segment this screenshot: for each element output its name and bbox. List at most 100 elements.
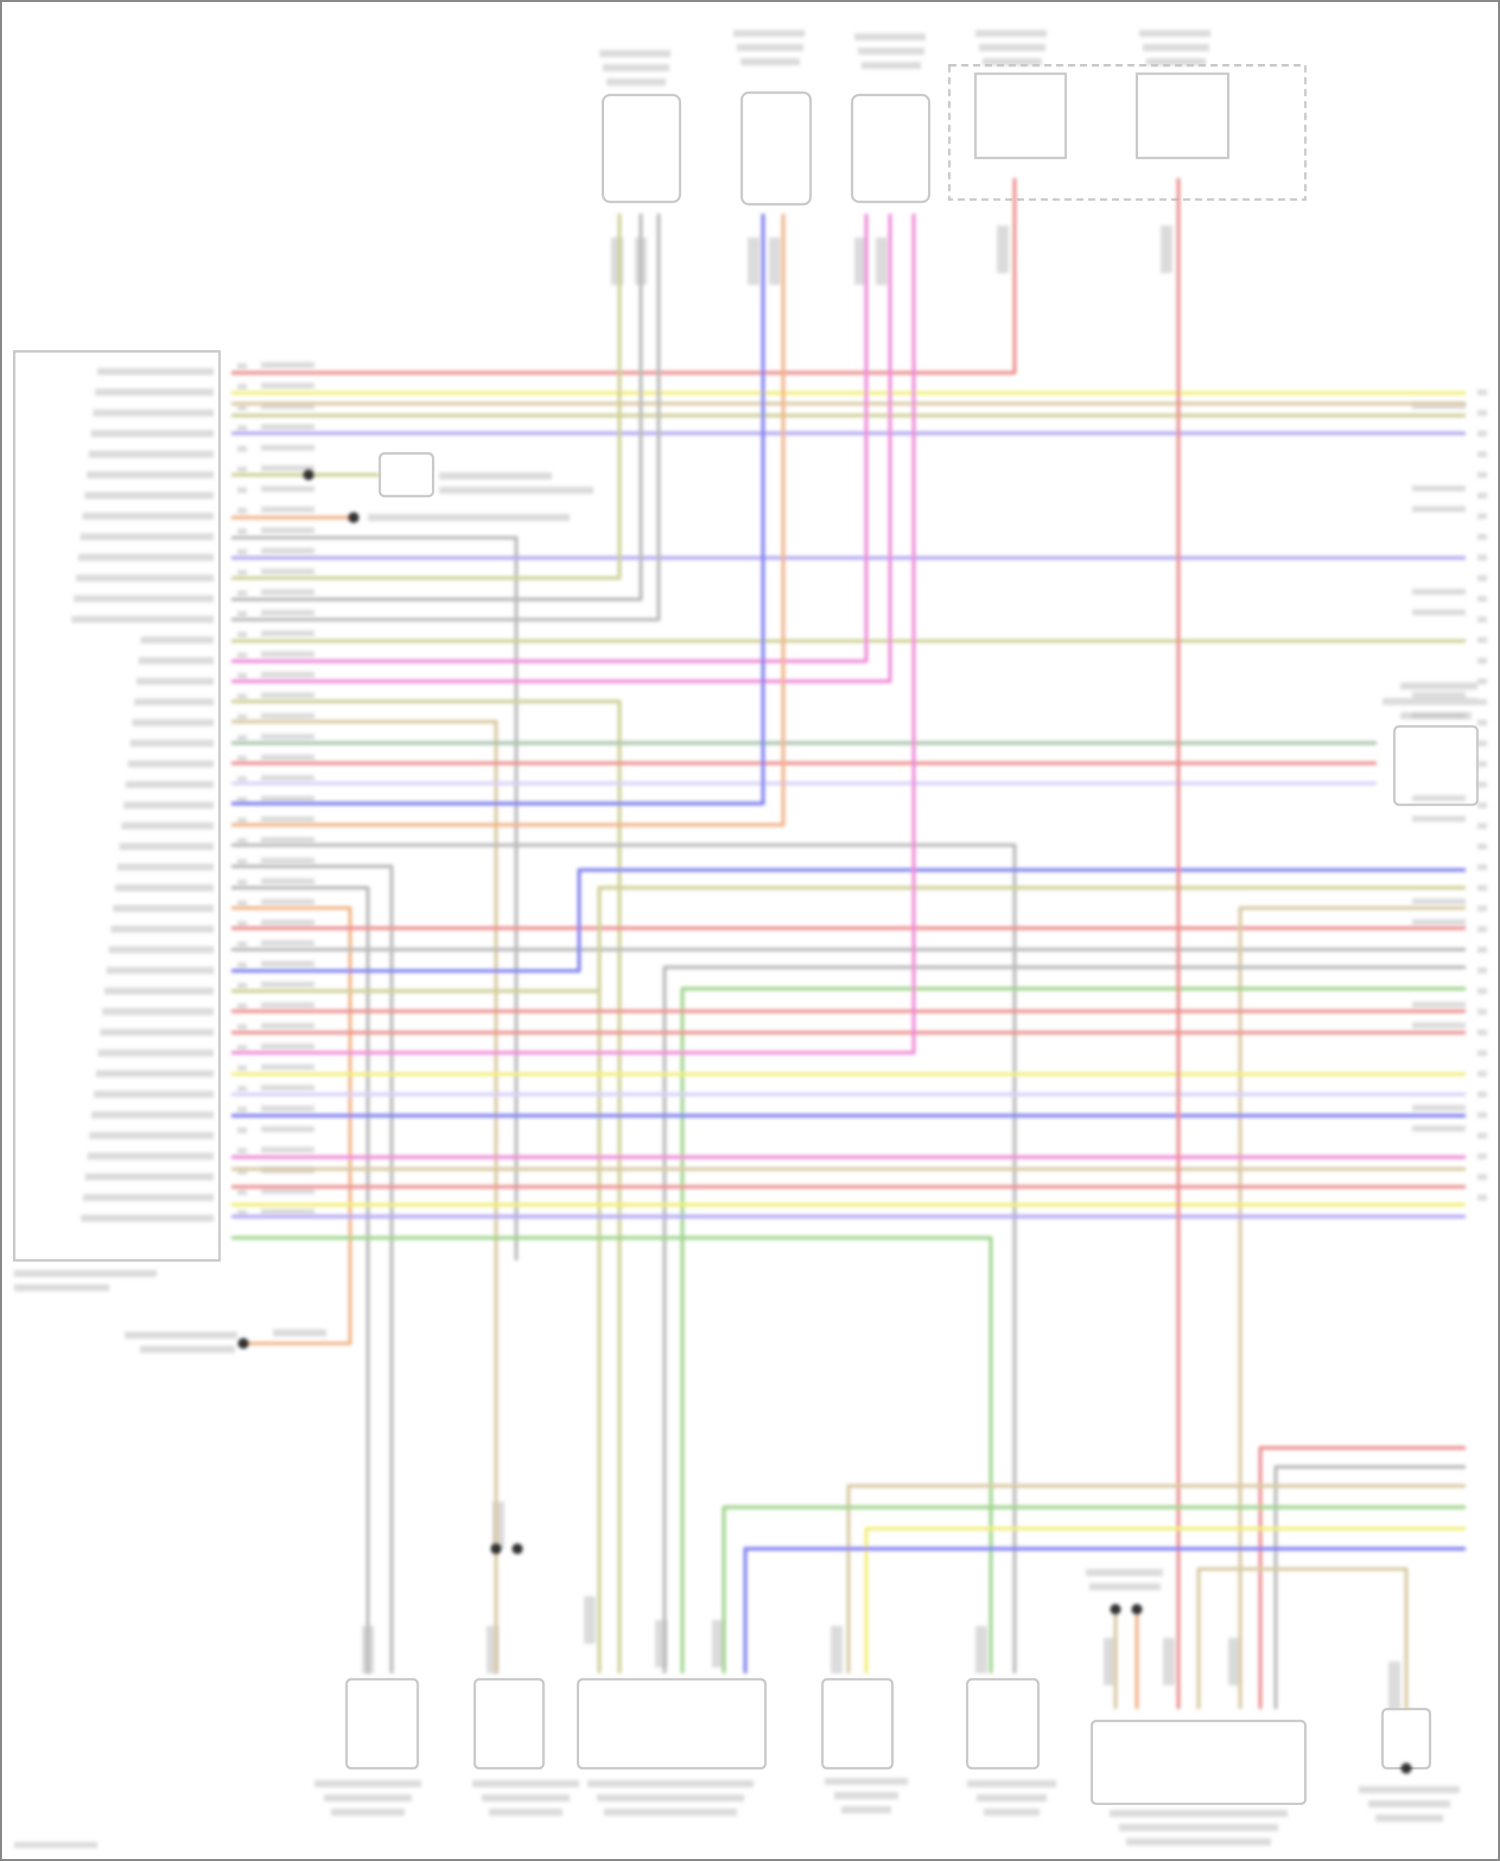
pin-number: [237, 776, 247, 783]
pin-label: [84, 491, 214, 500]
vertical-wire-code: [1228, 1637, 1241, 1686]
wire-code: [1412, 402, 1466, 409]
pin-number: [237, 1003, 247, 1010]
wire-blue: [743, 1546, 1466, 1674]
splice-dot: [1131, 1603, 1143, 1615]
wire-tan: [846, 1484, 1466, 1674]
pin-number: [1477, 843, 1487, 850]
pin-number: [1477, 1050, 1487, 1057]
wire-code: [1412, 691, 1466, 698]
pin-label: [127, 760, 214, 768]
pin-number: [1477, 719, 1487, 726]
left-front-accelerometer-box: [740, 91, 812, 206]
pin-number: [1477, 513, 1487, 520]
vertical-wire-code: [854, 237, 867, 285]
blurred-label: [140, 1345, 235, 1353]
wire-tan: [1196, 1567, 1409, 1709]
right-front-accelerometer-box: [965, 1678, 1040, 1770]
blurred-label: [439, 472, 552, 480]
wire-olive: [597, 885, 1466, 1674]
pin-label: [102, 1008, 214, 1016]
blurred-label: [606, 78, 666, 86]
wire-code: [261, 1084, 315, 1091]
pin-number: [237, 1085, 247, 1092]
left-rear-height-sensor-box: [850, 93, 931, 204]
relay-2-box: [1135, 72, 1230, 160]
wire-code: [261, 713, 315, 720]
pin-label: [110, 925, 214, 933]
blurred-label: [488, 1808, 563, 1816]
pin-number: [237, 652, 247, 659]
wire-code: [261, 733, 315, 740]
pin-number: [1477, 864, 1487, 871]
pin-label: [136, 677, 214, 685]
pin-label: [80, 533, 214, 541]
pin-label: [89, 1132, 214, 1140]
pin-number: [237, 445, 247, 452]
wire-code: [261, 609, 315, 616]
splice-dot: [237, 1338, 249, 1349]
pin-number: [1477, 1132, 1487, 1139]
blurred-label: [733, 29, 805, 37]
blurred-label: [982, 58, 1042, 66]
wire-code: [261, 547, 315, 554]
pin-number: [1477, 802, 1487, 809]
pin-number: [1477, 988, 1487, 995]
pin-number: [237, 363, 247, 370]
wire-code: [261, 775, 315, 781]
pin-number: [237, 611, 247, 617]
wire-code: [261, 671, 315, 678]
pin-label: [123, 801, 214, 809]
pin-number: [237, 507, 247, 514]
wire-code: [1412, 815, 1466, 822]
pin-label: [112, 904, 214, 912]
vertical-wire-code: [611, 237, 624, 285]
pin-number: [1477, 430, 1487, 437]
pin-number: [237, 672, 247, 679]
wire-code: [1412, 1022, 1466, 1029]
pin-number: [237, 796, 247, 803]
wire-code: [1412, 588, 1466, 595]
left-front-damper-valve-box: [576, 1678, 767, 1770]
blurred-label: [439, 486, 594, 494]
splice-dot: [1110, 1603, 1121, 1615]
wire-code: [261, 1105, 315, 1112]
pin-number: [1477, 1008, 1487, 1015]
pin-label: [119, 842, 214, 851]
blurred-label: [1400, 712, 1472, 720]
pin-label: [93, 1090, 214, 1098]
pin-number: [237, 590, 247, 597]
pin-number: [1477, 699, 1487, 706]
blurred-label: [124, 1331, 238, 1339]
wire-red: [231, 178, 1017, 375]
pin-number: [1477, 1029, 1487, 1036]
pin-number: [237, 631, 247, 638]
pin-number: [1477, 471, 1487, 478]
wire-blue: [231, 868, 1466, 973]
blurred-label: [736, 44, 804, 52]
pin-number: [237, 858, 247, 865]
wire-gray: [231, 213, 661, 622]
wire-code: [261, 919, 315, 926]
wire-code: [261, 1126, 315, 1133]
blurred-label: [1382, 697, 1478, 706]
pin-number: [237, 528, 247, 535]
wire-gray: [1273, 1465, 1466, 1709]
blurred-label: [599, 49, 671, 58]
pin-number: [237, 1127, 247, 1134]
splice-dot: [512, 1543, 523, 1555]
pin-number: [1477, 1112, 1487, 1118]
wire-olive: [231, 213, 622, 580]
vertical-wire-code: [830, 1625, 843, 1674]
left-front-accelerometer-bottom-box: [473, 1678, 545, 1770]
pin-label: [93, 409, 214, 417]
pin-label: [108, 946, 214, 954]
wire-code: [261, 465, 315, 472]
pin-label: [140, 636, 214, 644]
pin-label: [138, 657, 214, 665]
pin-number: [237, 755, 247, 762]
wire-code: [1412, 506, 1466, 513]
pin-label: [71, 615, 214, 623]
pin-label: [80, 1214, 214, 1222]
